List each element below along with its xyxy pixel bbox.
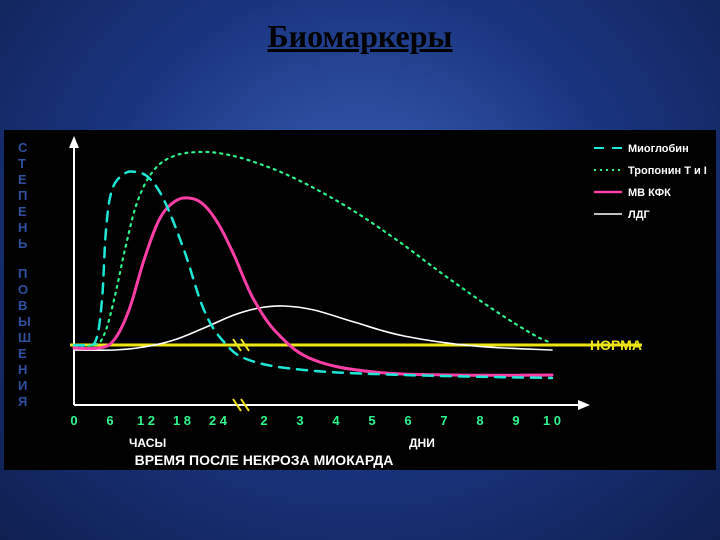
- svg-text:1 2: 1 2: [137, 413, 155, 428]
- svg-text:7: 7: [440, 413, 447, 428]
- svg-text:Т: Т: [18, 156, 26, 171]
- svg-text:Н: Н: [18, 220, 27, 235]
- svg-text:Е: Е: [18, 346, 27, 361]
- svg-text:ЧАСЫ: ЧАСЫ: [129, 436, 166, 450]
- svg-text:6: 6: [404, 413, 411, 428]
- svg-text:2: 2: [260, 413, 267, 428]
- page-title: Биомаркеры: [0, 18, 720, 55]
- svg-text:И: И: [18, 378, 27, 393]
- svg-text:П: П: [18, 188, 27, 203]
- svg-text:Миоглобин: Миоглобин: [628, 143, 689, 155]
- svg-text:ЛДГ: ЛДГ: [628, 209, 651, 221]
- chart-svg: 0 6 1 2 1 8 2 4 2 3 4 5 6 7 8 9 1 0 ЧАСЫ ДНИ ВРЕМЯ ПОСЛЕ…: [4, 130, 716, 470]
- svg-text:0: 0: [70, 413, 77, 428]
- svg-text:1 0: 1 0: [543, 413, 561, 428]
- svg-text:Ш: Ш: [18, 330, 31, 345]
- svg-text:4: 4: [332, 413, 340, 428]
- svg-text:1 8: 1 8: [173, 413, 191, 428]
- svg-text:3: 3: [296, 413, 303, 428]
- svg-text:П: П: [18, 266, 27, 281]
- svg-text:Я: Я: [18, 394, 27, 409]
- svg-text:Ь: Ь: [18, 236, 27, 251]
- svg-text:Е: Е: [18, 204, 27, 219]
- title-text: Биомаркеры: [268, 18, 453, 54]
- svg-text:8: 8: [476, 413, 483, 428]
- svg-text:МВ КФК: МВ КФК: [628, 187, 671, 199]
- svg-text:С: С: [18, 140, 28, 155]
- svg-text:Н: Н: [18, 362, 27, 377]
- svg-text:2 4: 2 4: [209, 413, 228, 428]
- svg-text:5: 5: [368, 413, 375, 428]
- svg-text:ВРЕМЯ ПОСЛЕ НЕКРОЗА МИОКАРДА: ВРЕМЯ ПОСЛЕ НЕКРОЗА МИОКАРДА: [135, 452, 394, 468]
- svg-text:Ы: Ы: [18, 314, 31, 329]
- svg-text:ДНИ: ДНИ: [409, 436, 435, 450]
- svg-text:Тропонин T и I: Тропонин T и I: [628, 165, 707, 177]
- svg-text:9: 9: [512, 413, 519, 428]
- svg-text:6: 6: [106, 413, 113, 428]
- svg-text:О: О: [18, 282, 28, 297]
- svg-text:Е: Е: [18, 172, 27, 187]
- svg-text:НОРМА: НОРМА: [590, 337, 642, 353]
- biomarkers-chart: 0 6 1 2 1 8 2 4 2 3 4 5 6 7 8 9 1 0 ЧАСЫ ДНИ ВРЕМЯ ПОСЛЕ…: [4, 130, 716, 470]
- svg-text:В: В: [18, 298, 27, 313]
